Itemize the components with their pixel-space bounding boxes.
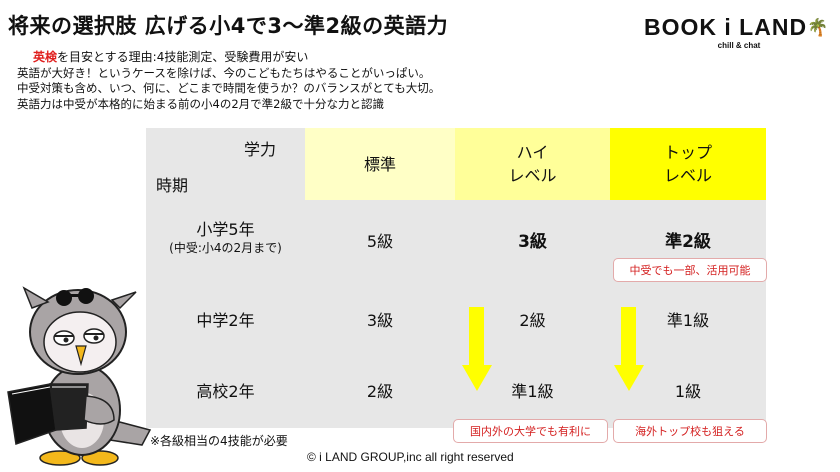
eiken-highlight: 英検 xyxy=(33,50,58,64)
page-title: 将来の選択肢 広げる小4で3～準2級の英語力 xyxy=(8,14,449,38)
row-label-high2: 高校2年 xyxy=(196,382,255,401)
row-label-junior2: 中学2年 xyxy=(196,311,255,330)
cell-high-row2: 2級 xyxy=(519,311,546,330)
cell-high-row3: 準1級 xyxy=(511,382,554,401)
arrow-down-icon xyxy=(462,307,492,391)
arrow-down-icon xyxy=(614,307,644,391)
row-label-elementary5: 小学5年 (中受:小4の2月まで) xyxy=(169,220,282,255)
column-header-top: トップ レベル xyxy=(610,128,766,200)
intro-line-3: 中受対策も含め、いつ、何に、どこまで時間を使うか？のバランスがとても大切。 xyxy=(17,81,441,95)
cell-standard-row2: 3級 xyxy=(366,311,394,330)
intro-line-4: 英語力は中受が本格的に始まる前の小4の2月で準2級で十分な力と認識 xyxy=(17,96,384,111)
intro-text: 英検を目安とする理由:4技能測定、受験費用が安い 英語が大好き！というケースを除… xyxy=(17,50,440,112)
callout-usable-for-exam: 中受でも一部、活用可能 xyxy=(613,258,767,282)
copyright: © i LAND GROUP,inc all right reserved xyxy=(307,450,514,464)
owl-reading-book-illustration xyxy=(7,286,152,466)
cell-standard-row1: 5級 xyxy=(366,232,394,251)
logo-wordmark: BOOK i LAND🌴 xyxy=(644,14,830,40)
cell-top-row3: 1級 xyxy=(674,382,702,401)
logo: BOOK i LAND🌴 chill & chat xyxy=(644,14,830,50)
intro-line-2: 英語が大好き！というケースを除けば、今のこどもたちはやることがいっぱい。 xyxy=(17,65,431,80)
palm-tree-icon: 🌴 xyxy=(807,18,830,37)
footnote: ※各級相当の4技能が必要 xyxy=(150,434,288,448)
corner-header-ability: 学力 xyxy=(244,140,277,159)
logo-tagline: chill & chat xyxy=(717,41,761,50)
cell-top-row1: 準2級 xyxy=(665,232,711,252)
cell-high-row1: 3級 xyxy=(518,232,547,252)
intro-line-1: 英検を目安とする理由:4技能測定、受験費用が安い xyxy=(33,50,309,64)
cell-top-row2: 準1級 xyxy=(666,311,710,330)
corner-header-period: 時期 xyxy=(156,176,189,195)
column-header-high: ハイ レベル xyxy=(455,128,610,200)
callout-university-advantage: 国内外の大学でも有利に xyxy=(453,419,608,443)
cell-standard-row3: 2級 xyxy=(366,382,394,401)
column-header-standard: 標準 xyxy=(305,128,455,200)
callout-top-overseas: 海外トップ校も狙える xyxy=(613,419,767,443)
